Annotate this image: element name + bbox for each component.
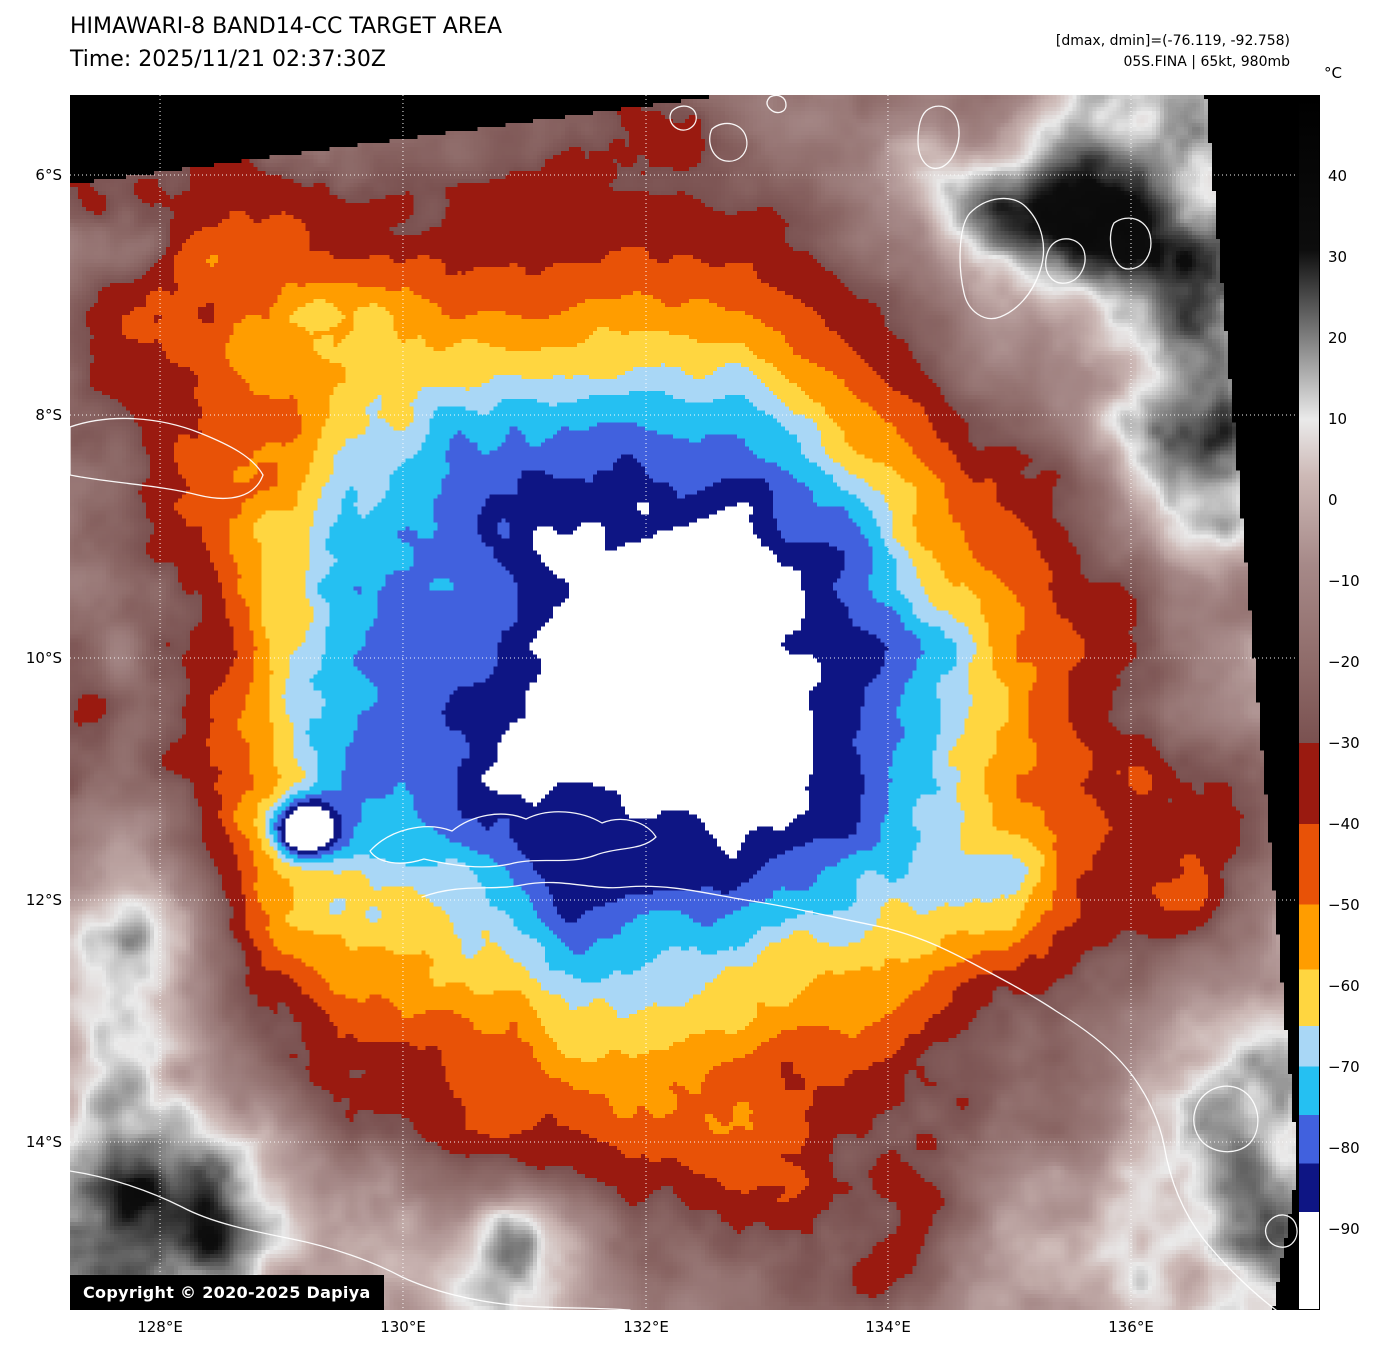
lat-tick-label: 8°S bbox=[35, 406, 62, 424]
coastline-path bbox=[369, 811, 657, 868]
coastline-path bbox=[70, 1170, 631, 1310]
coastline-path bbox=[70, 417, 264, 500]
colorbar-tick-label: −80 bbox=[1328, 1139, 1360, 1157]
colorbar-ticks: 40 30 20 10 0 −10 −20 −30 −40 −50 −60 −70 −80 −90 bbox=[1328, 95, 1388, 1310]
figure-time: Time: 2025/11/21 02:37:30Z bbox=[70, 47, 386, 72]
colorbar-tick-label: 40 bbox=[1328, 167, 1348, 185]
header-info: [dmax, dmin]=(-76.119, -92.758) 05S.FINA… bbox=[1056, 31, 1290, 73]
colorbar-tick-label: 10 bbox=[1328, 410, 1348, 428]
coastline-path bbox=[1109, 217, 1152, 270]
colorbar-unit-label: °C bbox=[1324, 64, 1342, 82]
lat-tick-label: 12°S bbox=[25, 891, 62, 910]
lat-tick-label: 14°S bbox=[25, 1133, 62, 1151]
colorbar-tick-label: −90 bbox=[1328, 1220, 1360, 1238]
lat-tick-label: 10°S bbox=[25, 649, 62, 667]
satellite-plot: Copyright © 2020-2025 Dapiya bbox=[70, 95, 1300, 1310]
coastline-path bbox=[766, 95, 787, 114]
copyright-badge: Copyright © 2020-2025 Dapiya bbox=[70, 1275, 384, 1310]
coastline-path bbox=[917, 105, 960, 169]
colorbar-tick-label: −70 bbox=[1328, 1058, 1360, 1076]
satellite-canvas bbox=[70, 95, 1300, 1310]
colorbar-tick-label: 30 bbox=[1328, 248, 1348, 266]
lon-tick-label: 132°E bbox=[623, 1318, 669, 1336]
coastline-path bbox=[1265, 1214, 1298, 1248]
coastline-path bbox=[1045, 238, 1086, 284]
colorbar-tick-label: −10 bbox=[1328, 572, 1360, 590]
coastline-path bbox=[1193, 1085, 1259, 1153]
dmax-dmin-readout: [dmax, dmin]=(-76.119, -92.758) bbox=[1055, 33, 1290, 49]
map-overlay bbox=[70, 95, 1300, 1310]
coastline-path bbox=[959, 197, 1045, 320]
lon-tick-label: 128°E bbox=[137, 1318, 183, 1336]
storm-info: 05S.FINA | 65kt, 980mb bbox=[1123, 54, 1290, 70]
lon-tick-label: 130°E bbox=[380, 1318, 426, 1336]
figure-title: HIMAWARI-8 BAND14-CC TARGET AREA bbox=[70, 14, 503, 39]
lon-tick-label: 136°E bbox=[1108, 1318, 1154, 1336]
coastline-path bbox=[421, 881, 1277, 1310]
colorbar-tick-label: −20 bbox=[1328, 653, 1360, 671]
lon-axis: 128°E 130°E 132°E 134°E 136°E bbox=[70, 1316, 1300, 1346]
colorbar-tick-label: −40 bbox=[1328, 815, 1360, 833]
colorbar bbox=[1298, 95, 1320, 1310]
colorbar-tick-label: 20 bbox=[1328, 329, 1348, 347]
colorbar-gradient bbox=[1299, 96, 1319, 1309]
colorbar-tick-label: −50 bbox=[1328, 896, 1360, 914]
lat-axis: 6°S 8°S 10°S 12°S 14°S bbox=[0, 95, 62, 1310]
coastline-path bbox=[709, 122, 748, 162]
colorbar-tick-label: −30 bbox=[1328, 734, 1360, 752]
colorbar-tick-label: 0 bbox=[1328, 491, 1338, 509]
colorbar-tick-label: −60 bbox=[1328, 977, 1360, 995]
lon-tick-label: 134°E bbox=[865, 1318, 911, 1336]
lat-tick-label: 6°S bbox=[35, 165, 62, 184]
coastline-path bbox=[669, 105, 697, 131]
